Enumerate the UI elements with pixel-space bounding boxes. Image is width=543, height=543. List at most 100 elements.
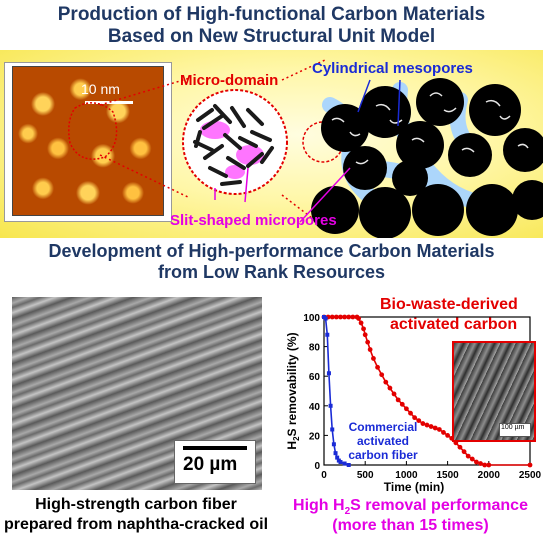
data-point	[441, 430, 446, 435]
afm-scale-label: 10 nm	[81, 81, 120, 97]
mesopores-label: Cylindrical mesopores	[312, 60, 473, 77]
data-point	[333, 314, 339, 320]
afm-image: 10 nm	[12, 66, 164, 216]
x-axis-label: Time (min)	[384, 480, 444, 494]
top-title-line2: Based on New Structural Unit Model	[107, 26, 436, 47]
micro-domain-label: Micro-domain	[180, 72, 279, 89]
micropore-arrows	[214, 167, 351, 223]
mid-title: Development of High-performance Carbon M…	[0, 241, 543, 283]
data-point	[358, 320, 364, 326]
data-point	[408, 410, 413, 416]
bio-series-label-line2: activated carbon	[390, 316, 518, 333]
mesopore-arrows	[357, 79, 401, 127]
data-point	[346, 314, 352, 320]
data-point	[383, 379, 389, 385]
fiber-caption-line1: High-strength carbon fiber	[35, 496, 237, 513]
data-point	[412, 415, 418, 421]
data-point	[362, 332, 368, 338]
x-tick-label: 2500	[519, 470, 542, 481]
data-point	[346, 463, 351, 467]
data-point	[474, 459, 479, 465]
data-point	[420, 421, 426, 426]
data-point	[482, 462, 488, 468]
data-point	[445, 433, 450, 438]
data-point	[342, 314, 347, 320]
data-point	[331, 442, 336, 447]
data-point	[365, 339, 371, 345]
y-tick-label: 20	[309, 431, 321, 442]
data-point	[478, 461, 483, 466]
data-point	[416, 418, 422, 423]
top-title: Production of High-functional Carbon Mat…	[0, 4, 543, 48]
mid-title-line2: from Low Rank Resources	[157, 262, 386, 282]
data-point	[379, 372, 385, 378]
data-point	[424, 422, 430, 428]
carbon-fiber-sem-image: 20 µm	[12, 297, 262, 490]
y-tick-label: 60	[309, 372, 321, 383]
data-point	[395, 397, 401, 403]
data-point	[391, 391, 397, 397]
data-point	[375, 364, 380, 370]
data-point	[457, 444, 463, 450]
data-point	[387, 385, 393, 391]
data-point	[469, 456, 475, 462]
top-title-line1: Production of High-functional Carbon Mat…	[57, 4, 486, 25]
x-tick-label: 1500	[436, 470, 459, 481]
x-tick-label: 1000	[395, 470, 418, 481]
micro-domain-circle	[182, 89, 288, 195]
y-tick-label: 0	[314, 461, 320, 472]
y-tick-label: 100	[303, 313, 320, 324]
x-tick-label: 0	[321, 470, 327, 481]
data-point	[338, 460, 343, 465]
h2s-removability-chart: 0 500 1000 1500 2000 2500 0 20 40 60 80 100 Time (m…	[285, 313, 542, 494]
data-point	[486, 462, 492, 468]
data-point	[342, 461, 347, 466]
micropores-label: Slit-shaped micropores	[170, 212, 337, 229]
data-point	[323, 316, 328, 321]
result-caption-line2: (more than 15 times)	[332, 517, 489, 534]
data-point	[371, 356, 376, 361]
data-point	[428, 424, 434, 429]
data-point	[432, 425, 438, 431]
result-caption-line1: High H2S removal performance	[293, 497, 528, 518]
fiber-caption-line2: prepared from naphtha-cracked oil	[3, 516, 269, 533]
data-point	[367, 347, 373, 352]
structure-model-diagram	[68, 59, 543, 238]
afm-scale-bar	[85, 101, 133, 104]
particle-aggregate	[311, 78, 543, 238]
data-point	[326, 371, 331, 376]
data-point	[329, 314, 335, 320]
commercial-series-label-line3: carbon fiber	[348, 448, 418, 462]
data-point	[461, 449, 467, 455]
sem-scale-label: 20 µm	[183, 454, 238, 475]
mid-title-line1: Development of High-performance Carbon M…	[48, 241, 495, 261]
inset-scale-label: 100 µm	[501, 424, 525, 431]
data-point	[335, 455, 340, 460]
y-tick-label: 80	[309, 343, 321, 354]
data-point	[328, 403, 333, 408]
data-point	[356, 316, 362, 321]
sem-scale-box: 20 µm	[174, 440, 256, 484]
commercial-series-label-line1: Commercial	[348, 420, 418, 434]
afm-highlight	[68, 102, 118, 160]
data-point	[330, 427, 335, 432]
data-point	[350, 314, 356, 320]
x-tick-label: 2000	[478, 470, 501, 481]
y-tick-label: 40	[309, 402, 321, 413]
commercial-series-label-line2: activated	[356, 434, 410, 448]
inset-scale-box: 100 µm	[499, 423, 531, 437]
x-tick-label: 500	[357, 470, 374, 481]
data-point	[436, 427, 442, 432]
data-point	[465, 453, 471, 459]
data-point	[325, 332, 330, 337]
bio-series-label-line1: Bio-waste-derived	[380, 296, 518, 313]
data-point	[404, 406, 409, 412]
activated-carbon-sem-inset: 100 µm	[452, 341, 536, 442]
data-point	[361, 326, 366, 332]
data-point	[527, 462, 533, 468]
data-point	[333, 451, 338, 456]
y-axis-label: H2S removability (%)	[285, 332, 301, 449]
sem-scale-bar	[183, 446, 247, 450]
data-point	[338, 314, 343, 320]
data-point	[399, 401, 405, 407]
